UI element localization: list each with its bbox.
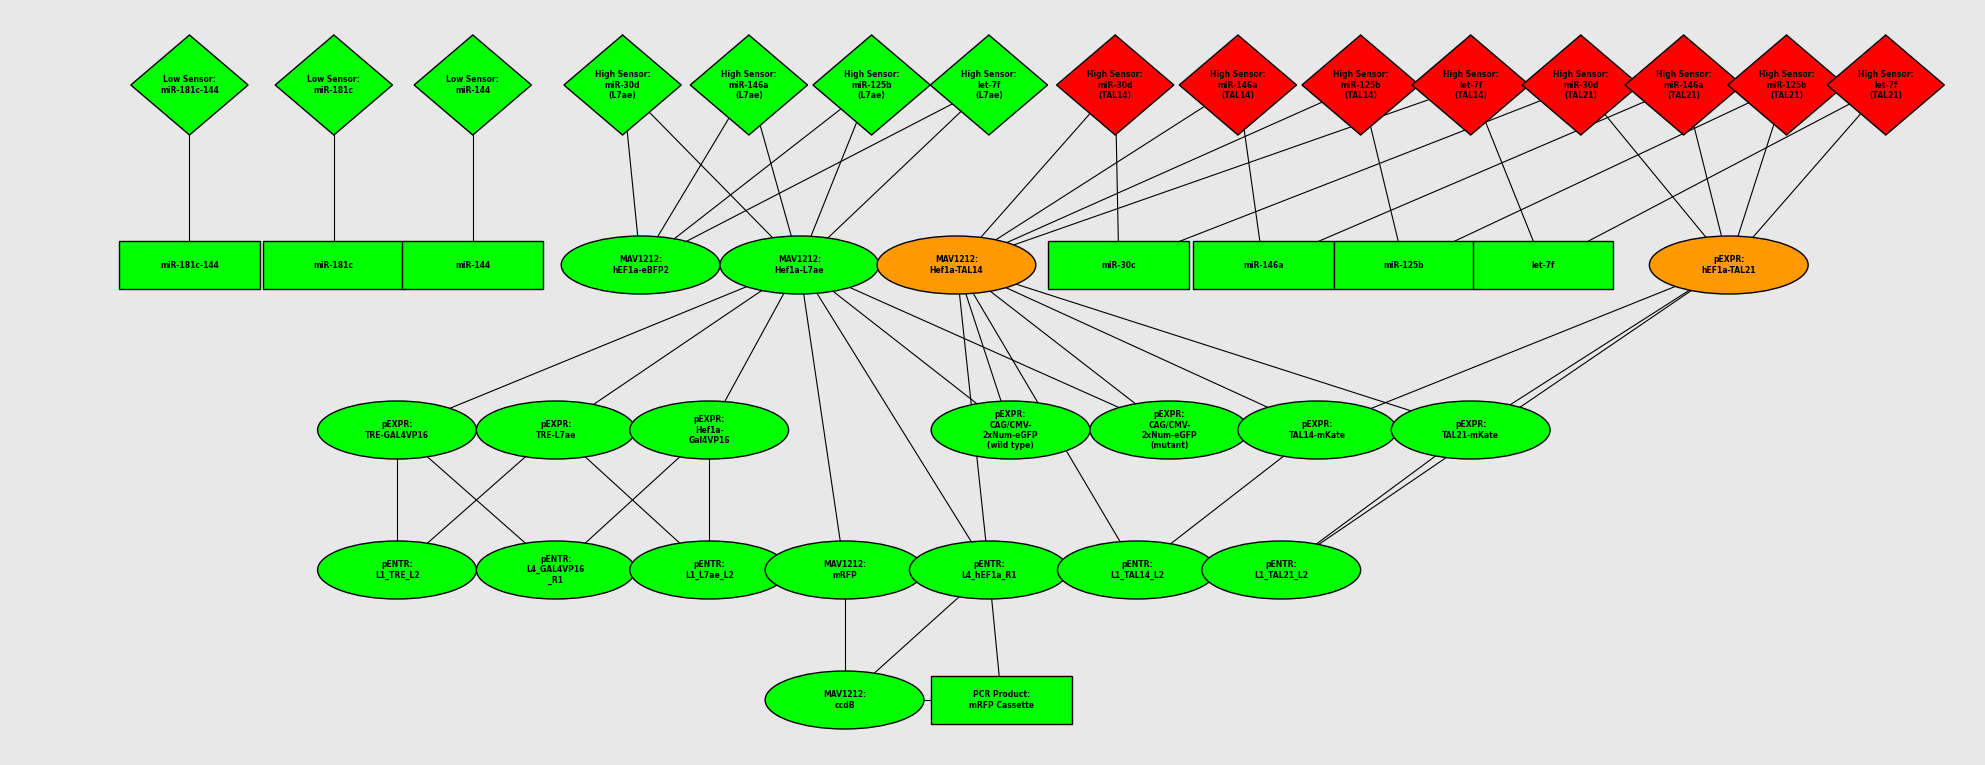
Ellipse shape: [476, 401, 635, 459]
Ellipse shape: [1650, 236, 1808, 294]
Text: miR-146a: miR-146a: [1243, 261, 1284, 269]
Ellipse shape: [629, 401, 788, 459]
Polygon shape: [564, 35, 681, 135]
Text: pEXPR:
TAL14-mKate: pEXPR: TAL14-mKate: [1288, 420, 1346, 440]
Text: High Sensor:
miR-30d
(TAL14): High Sensor: miR-30d (TAL14): [1088, 70, 1143, 100]
Polygon shape: [931, 35, 1048, 135]
Text: pEXPR:
TRE-GAL4VP16: pEXPR: TRE-GAL4VP16: [365, 420, 429, 440]
Text: High Sensor:
miR-125b
(L7ae): High Sensor: miR-125b (L7ae): [844, 70, 899, 100]
Text: pEXPR:
TAL21-mKate: pEXPR: TAL21-mKate: [1443, 420, 1499, 440]
FancyBboxPatch shape: [1048, 241, 1189, 289]
Text: Low Sensor:
miR-181c-144: Low Sensor: miR-181c-144: [161, 75, 218, 95]
Polygon shape: [1626, 35, 1743, 135]
Text: miR-30c: miR-30c: [1102, 261, 1135, 269]
Text: pEXPR:
hEF1a-TAL21: pEXPR: hEF1a-TAL21: [1701, 256, 1757, 275]
FancyBboxPatch shape: [403, 241, 544, 289]
Polygon shape: [1826, 35, 1945, 135]
Ellipse shape: [562, 236, 721, 294]
Text: miR-181c: miR-181c: [314, 261, 353, 269]
Ellipse shape: [1391, 401, 1550, 459]
Ellipse shape: [1058, 541, 1217, 599]
Polygon shape: [1179, 35, 1296, 135]
Text: MAV1212:
Hef1a-TAL14: MAV1212: Hef1a-TAL14: [929, 256, 983, 275]
Ellipse shape: [764, 541, 923, 599]
Text: miR-125b: miR-125b: [1384, 261, 1425, 269]
Ellipse shape: [1090, 401, 1249, 459]
Polygon shape: [1727, 35, 1846, 135]
FancyBboxPatch shape: [931, 676, 1072, 724]
Text: pENTR:
L1_L7ae_L2: pENTR: L1_L7ae_L2: [685, 560, 734, 580]
FancyBboxPatch shape: [1334, 241, 1475, 289]
Text: pENTR:
L1_TAL21_L2: pENTR: L1_TAL21_L2: [1255, 560, 1308, 580]
Text: pEXPR:
CAG/CMV-
2xNum-eGFP
(wild type): pEXPR: CAG/CMV- 2xNum-eGFP (wild type): [983, 410, 1038, 450]
Text: High Sensor:
let-7f
(TAL21): High Sensor: let-7f (TAL21): [1858, 70, 1914, 100]
FancyBboxPatch shape: [1473, 241, 1614, 289]
Text: High Sensor:
let-7f
(TAL14): High Sensor: let-7f (TAL14): [1443, 70, 1499, 100]
Text: pEXPR:
TRE-L7ae: pEXPR: TRE-L7ae: [536, 420, 576, 440]
Ellipse shape: [909, 541, 1068, 599]
Ellipse shape: [1201, 541, 1360, 599]
Text: PCR Product:
mRFP Cassette: PCR Product: mRFP Cassette: [969, 690, 1034, 710]
Polygon shape: [131, 35, 248, 135]
Text: High Sensor:
miR-30d
(L7ae): High Sensor: miR-30d (L7ae): [596, 70, 651, 100]
FancyBboxPatch shape: [264, 241, 405, 289]
Ellipse shape: [1239, 401, 1397, 459]
Polygon shape: [415, 35, 532, 135]
Ellipse shape: [629, 541, 788, 599]
Polygon shape: [814, 35, 931, 135]
Text: MAV1212:
Hef1a-L7ae: MAV1212: Hef1a-L7ae: [774, 256, 824, 275]
Ellipse shape: [931, 401, 1090, 459]
Text: miR-144: miR-144: [455, 261, 490, 269]
Text: pENTR:
L1_TAL14_L2: pENTR: L1_TAL14_L2: [1110, 560, 1163, 580]
Text: MAV1212:
ccdB: MAV1212: ccdB: [824, 690, 865, 710]
Ellipse shape: [318, 401, 476, 459]
Text: High Sensor:
let-7f
(L7ae): High Sensor: let-7f (L7ae): [961, 70, 1016, 100]
Polygon shape: [1302, 35, 1419, 135]
Ellipse shape: [318, 541, 476, 599]
Ellipse shape: [764, 671, 923, 729]
Text: pENTR:
L4_GAL4VP16
_R1: pENTR: L4_GAL4VP16 _R1: [526, 555, 586, 585]
Polygon shape: [691, 35, 808, 135]
Text: High Sensor:
miR-125b
(TAL14): High Sensor: miR-125b (TAL14): [1332, 70, 1388, 100]
Text: High Sensor:
miR-146a
(TAL21): High Sensor: miR-146a (TAL21): [1655, 70, 1711, 100]
Ellipse shape: [721, 236, 879, 294]
Text: MAV1212:
hEF1a-eBFP2: MAV1212: hEF1a-eBFP2: [611, 256, 669, 275]
Text: Low Sensor:
miR-181c: Low Sensor: miR-181c: [308, 75, 359, 95]
Polygon shape: [1522, 35, 1640, 135]
FancyBboxPatch shape: [1193, 241, 1334, 289]
Polygon shape: [276, 35, 393, 135]
Text: let-7f: let-7f: [1530, 261, 1554, 269]
Ellipse shape: [877, 236, 1036, 294]
Text: pEXPR:
CAG/CMV-
2xNum-eGFP
(mutant): pEXPR: CAG/CMV- 2xNum-eGFP (mutant): [1141, 410, 1197, 450]
Text: Low Sensor:
miR-144: Low Sensor: miR-144: [447, 75, 498, 95]
Polygon shape: [1411, 35, 1528, 135]
FancyBboxPatch shape: [119, 241, 260, 289]
Text: MAV1212:
mRFP: MAV1212: mRFP: [824, 560, 865, 580]
Text: High Sensor:
miR-146a
(TAL14): High Sensor: miR-146a (TAL14): [1211, 70, 1266, 100]
Text: miR-181c-144: miR-181c-144: [161, 261, 218, 269]
Ellipse shape: [476, 541, 635, 599]
Polygon shape: [1056, 35, 1173, 135]
Text: pENTR:
L1_TRE_L2: pENTR: L1_TRE_L2: [375, 560, 419, 580]
Text: High Sensor:
miR-30d
(TAL21): High Sensor: miR-30d (TAL21): [1552, 70, 1608, 100]
Text: pENTR:
L4_hEF1a_R1: pENTR: L4_hEF1a_R1: [961, 560, 1016, 580]
Text: pEXPR:
Hef1a-
Gal4VP16: pEXPR: Hef1a- Gal4VP16: [689, 415, 730, 445]
Text: High Sensor:
miR-125b
(TAL21): High Sensor: miR-125b (TAL21): [1759, 70, 1814, 100]
Text: High Sensor:
miR-146a
(L7ae): High Sensor: miR-146a (L7ae): [721, 70, 776, 100]
